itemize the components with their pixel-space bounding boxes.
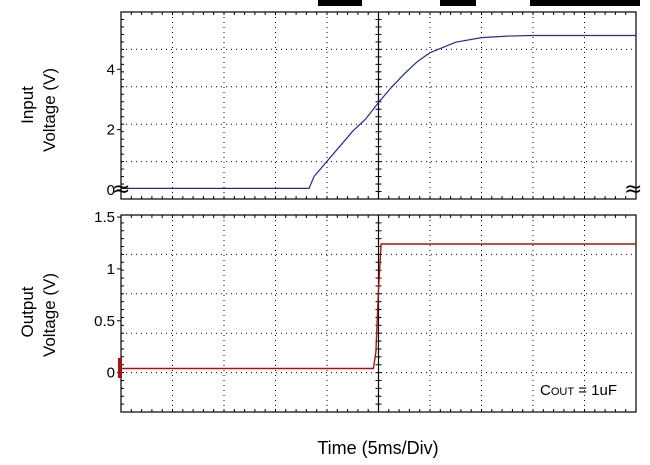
x-axis-label: Time (5ms/Div) bbox=[317, 438, 438, 458]
ytick-label: 0 bbox=[107, 365, 115, 382]
input-voltage-panel: 0 2 4 Input Voltage (V) ≈ ≈ bbox=[18, 11, 642, 202]
output-ylabel-line2: Voltage (V) bbox=[40, 273, 59, 357]
axis-break-right-icon: ≈ bbox=[624, 177, 642, 202]
cout-annotation-value: = 1uF bbox=[574, 382, 617, 399]
output-gridlines bbox=[120, 214, 637, 413]
ytick-label: 4 bbox=[107, 61, 115, 78]
cout-annotation: COUT = 1uF bbox=[540, 382, 617, 399]
output-voltage-panel: 0 0.5 1 1.5 Output Voltage (V) COUT = 1uF bbox=[18, 209, 637, 413]
output-ylabel-line1: Output bbox=[18, 286, 37, 337]
cout-annotation-sub: OUT bbox=[551, 386, 575, 398]
ground-marker bbox=[118, 358, 122, 378]
top-title-fragment bbox=[318, 0, 640, 6]
ytick-label: 0 bbox=[107, 182, 115, 199]
input-gridlines bbox=[120, 11, 637, 200]
ytick-label: 1.5 bbox=[94, 209, 115, 226]
output-voltage-trace bbox=[121, 243, 636, 370]
input-ylabel-line1: Input bbox=[18, 86, 37, 124]
cout-annotation-c: C bbox=[540, 382, 551, 399]
ytick-label: 1 bbox=[107, 261, 115, 278]
ytick-label: 2 bbox=[107, 122, 115, 139]
input-ytick-labels: 0 2 4 bbox=[107, 61, 121, 199]
axis-break-left-icon: ≈ bbox=[112, 177, 130, 202]
input-voltage-trace bbox=[121, 34, 636, 189]
ytick-label: 0.5 bbox=[94, 313, 115, 330]
output-ytick-labels: 0 0.5 1 1.5 bbox=[94, 209, 121, 382]
input-ylabel-line2: Voltage (V) bbox=[40, 68, 59, 152]
